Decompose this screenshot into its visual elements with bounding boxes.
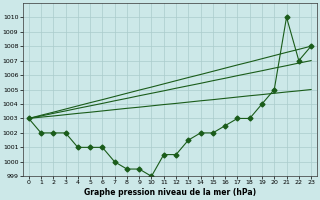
X-axis label: Graphe pression niveau de la mer (hPa): Graphe pression niveau de la mer (hPa) bbox=[84, 188, 256, 197]
